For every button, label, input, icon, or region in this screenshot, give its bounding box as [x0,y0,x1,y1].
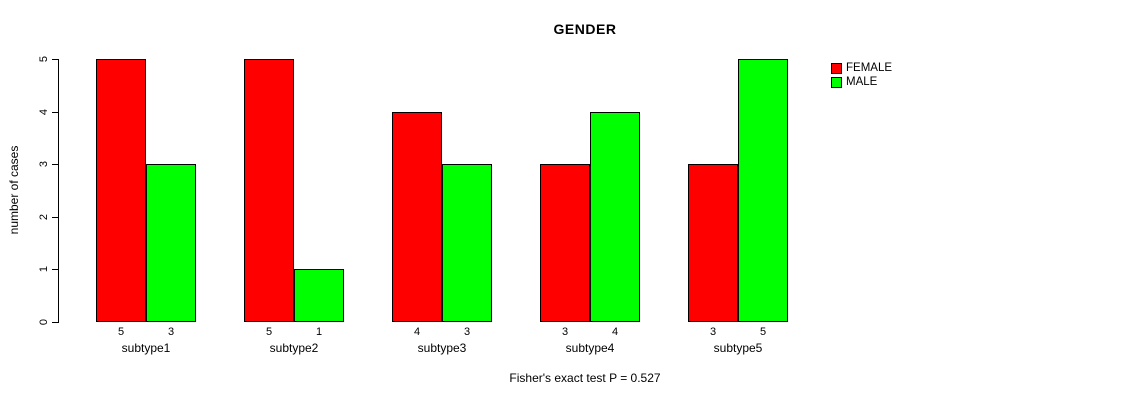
y-tick-label: 4 [38,108,50,116]
legend-swatch-female [831,62,842,74]
legend-swatch-male [831,76,842,88]
x-category-label: subtype5 [713,341,763,355]
x-category-label: subtype3 [417,341,467,355]
bar-value-label: 5 [117,326,125,338]
x-category-label: subtype2 [269,341,319,355]
bar-male-subtype4 [590,112,640,322]
chart-title: GENDER [553,21,617,37]
bar-female-subtype5 [688,164,738,322]
x-category-label: subtype4 [565,341,615,355]
legend-label-female: FEMALE [846,62,893,74]
legend-row-male: MALE [831,76,892,88]
y-tick-label: 2 [38,213,50,221]
y-tick [52,112,58,113]
y-tick [52,322,58,323]
y-tick [52,59,58,60]
legend: FEMALE MALE [831,62,892,90]
y-tick-label: 3 [38,160,50,168]
bar-value-label: 5 [759,326,767,338]
bar-value-label: 3 [167,326,175,338]
y-axis-title: number of cases [7,145,21,235]
bar-male-subtype5 [738,59,788,322]
bar-female-subtype4 [540,164,590,322]
y-tick [52,164,58,165]
y-tick-label: 1 [38,265,50,273]
x-category-label: subtype1 [121,341,171,355]
bar-value-label: 4 [413,326,421,338]
y-tick-label: 5 [38,55,50,63]
bar-female-subtype1 [96,59,146,322]
y-tick [52,269,58,270]
bar-value-label: 3 [561,326,569,338]
fisher-test-caption: Fisher's exact test P = 0.527 [509,371,661,385]
bar-female-subtype2 [244,59,294,322]
bar-value-label: 3 [709,326,717,338]
y-tick [52,217,58,218]
y-tick-label: 0 [38,318,50,326]
bar-male-subtype3 [442,164,492,322]
bar-value-label: 5 [265,326,273,338]
bar-value-label: 1 [315,326,323,338]
bar-value-label: 4 [611,326,619,338]
bar-female-subtype3 [392,112,442,322]
bar-male-subtype2 [294,269,344,322]
bar-value-label: 3 [463,326,471,338]
bar-male-subtype1 [146,164,196,322]
legend-row-female: FEMALE [831,62,892,74]
legend-label-male: MALE [846,76,878,88]
y-axis-line [58,59,59,323]
